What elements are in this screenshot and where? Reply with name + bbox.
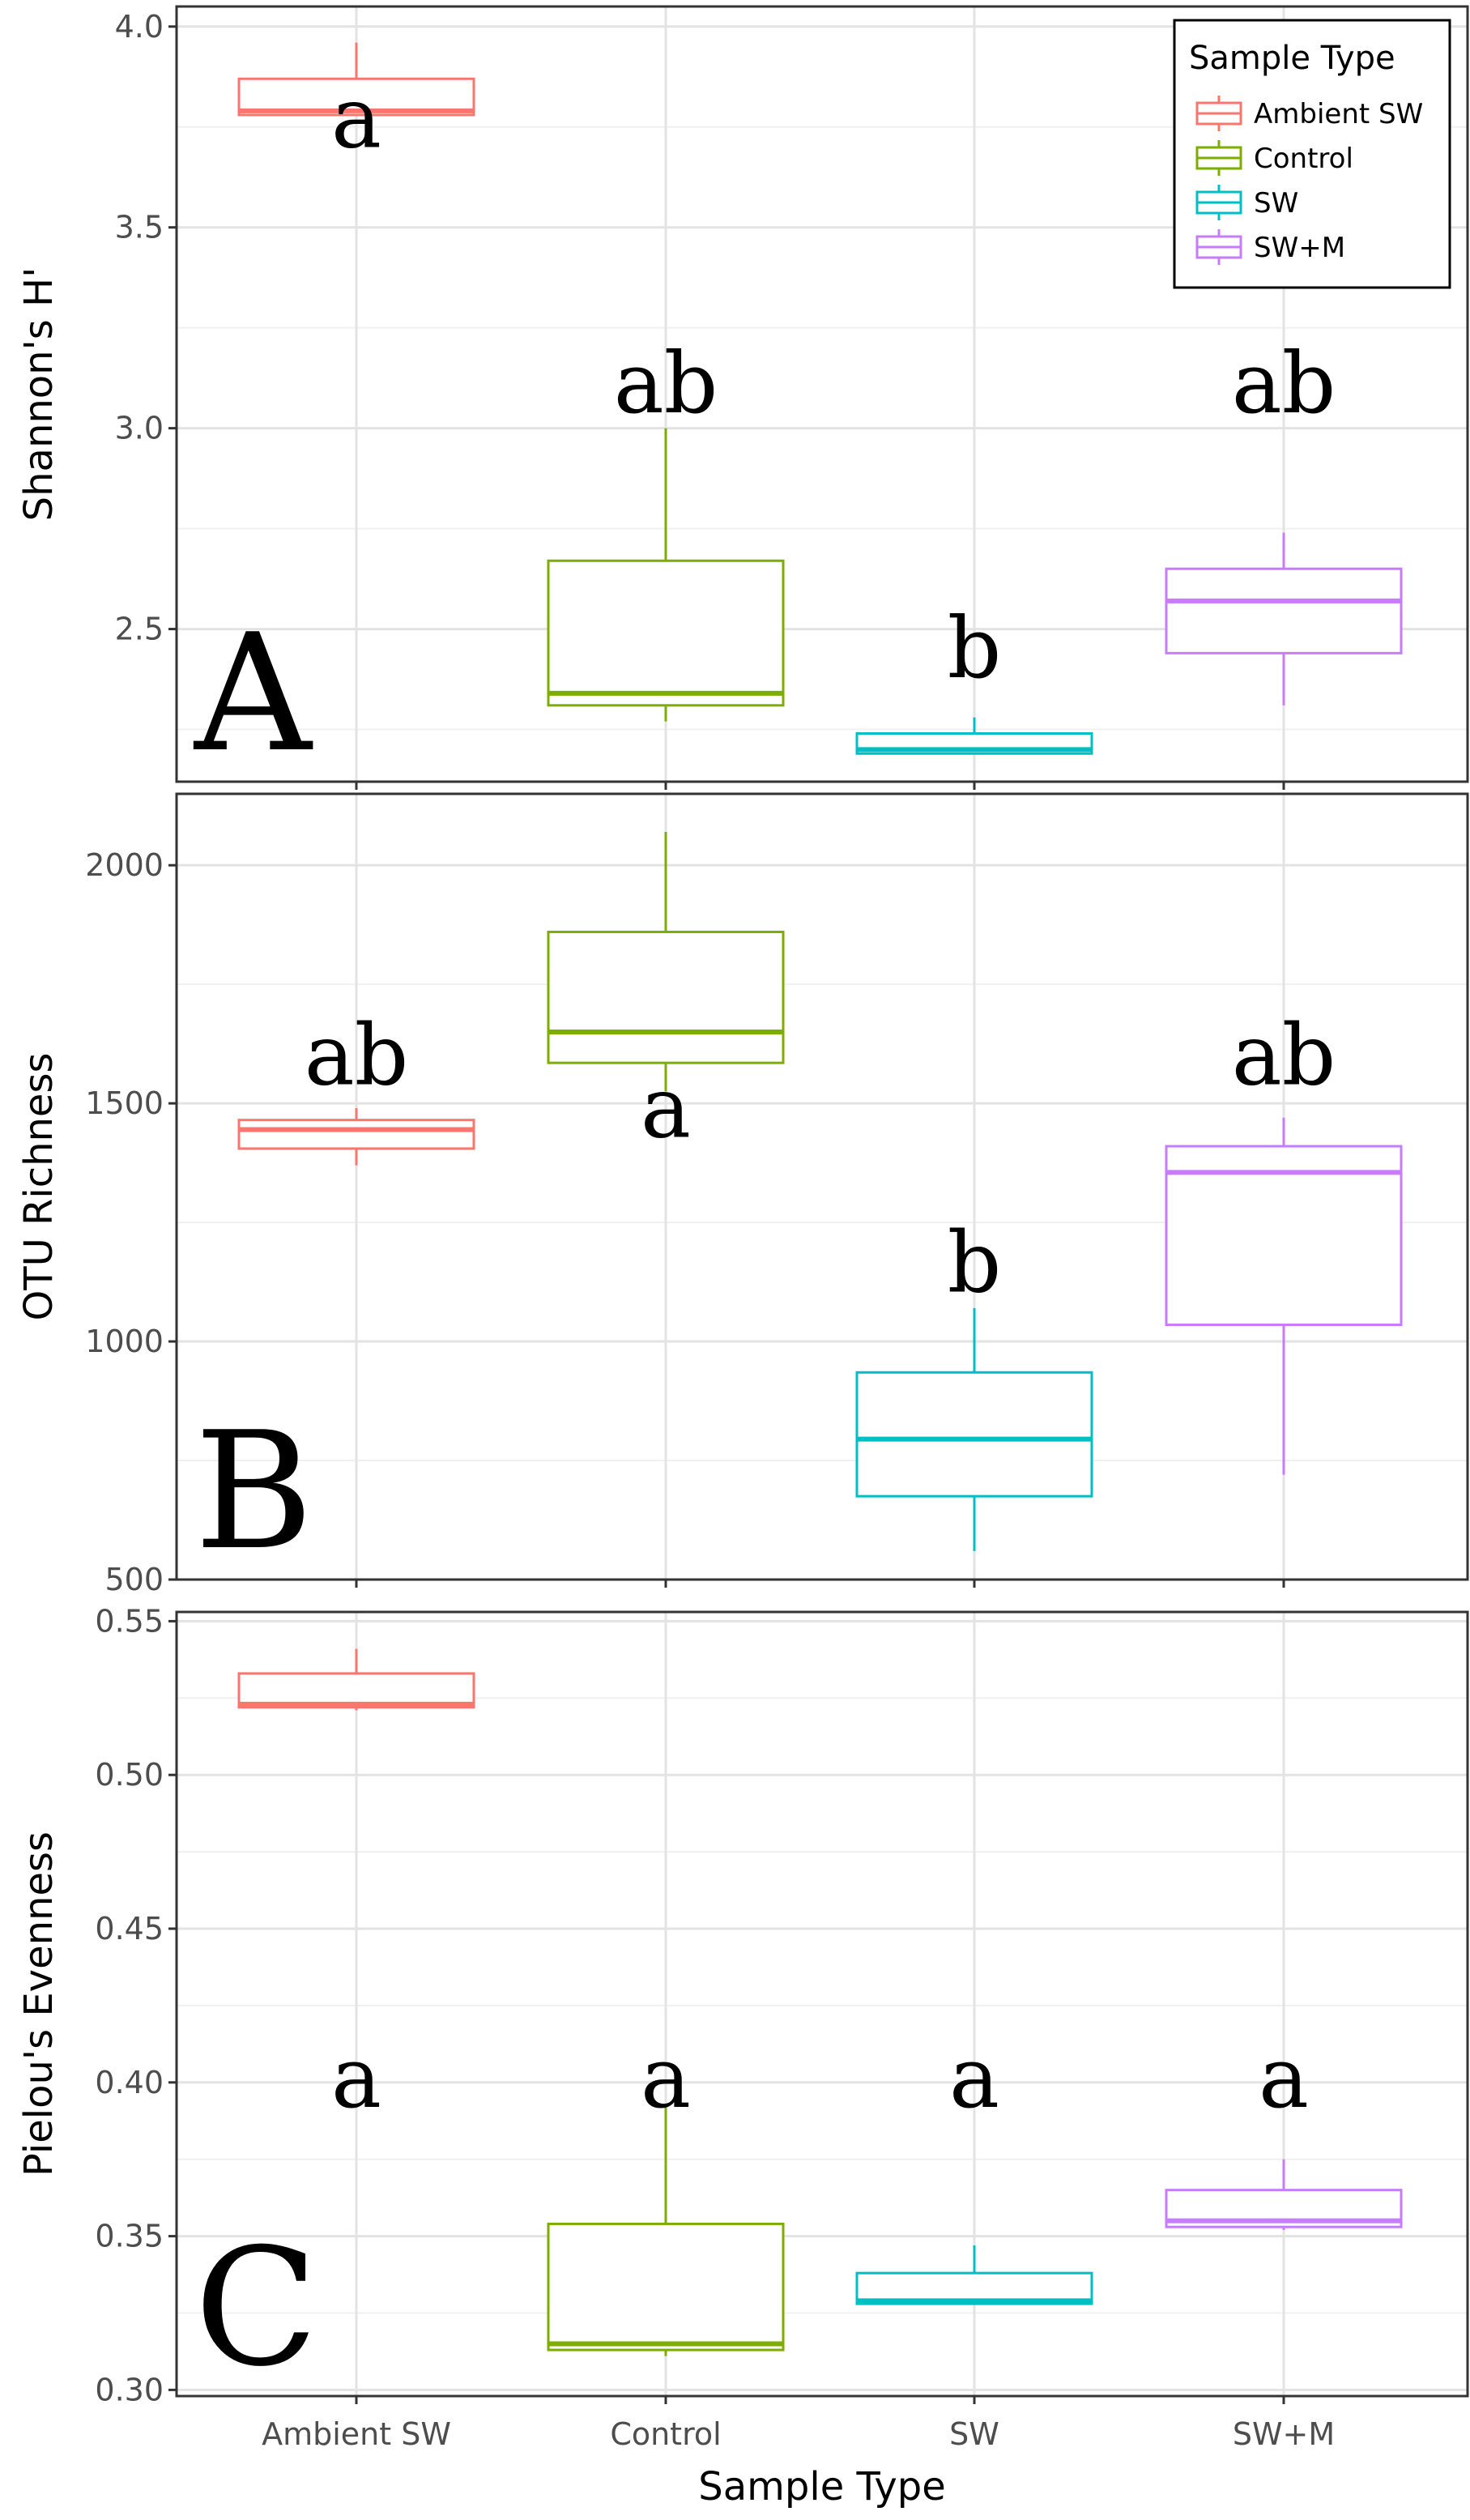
panel-border [175,792,1469,1581]
legend-title: Sample Type [1189,40,1395,77]
box-iqr [1165,1145,1403,1326]
box-sw-m [1165,1117,1403,1475]
y-axis-title: OTU Richness [16,1053,62,1321]
box-iqr [547,559,785,707]
box-ambient-sw [237,1108,475,1166]
legend-label: SW+M [1254,232,1345,264]
legend-key [1195,185,1242,220]
y-axis-title: Pielou's Evenness [16,1831,62,2177]
box-iqr [855,1371,1093,1498]
x-tick-label: Ambient SW [262,2416,451,2452]
significance-letter: b [948,599,1002,697]
legend-label: Control [1254,143,1353,175]
box-ambient-sw [237,42,475,117]
x-tick-label: Control [610,2416,721,2452]
y-tick-label: 3.5 [115,210,164,245]
y-tick-label: 2000 [85,847,164,883]
significance-letter: a [949,2028,999,2127]
box-sw [855,2245,1093,2305]
box-control [547,428,785,722]
significance-letter: ab [1232,1006,1336,1105]
significance-letter: a [331,2028,381,2127]
significance-letter: ab [614,334,718,433]
significance-letter: ab [1232,334,1336,433]
legend-key [1195,229,1242,265]
panel-label: C [194,2214,318,2403]
y-tick-label: 0.35 [95,2219,164,2254]
panel-border [175,1610,1469,2398]
box-control [547,2107,785,2356]
significance-letter: a [641,1058,691,1157]
x-tick-label: SW [949,2416,999,2452]
significance-letter: ab [305,1006,409,1105]
box-iqr [547,2222,785,2352]
x-tick-label: SW+M [1233,2416,1335,2452]
y-tick-label: 3.0 [115,411,164,446]
panel-border [175,5,1469,783]
y-tick-label: 0.50 [95,1757,164,1793]
legend-label: Ambient SW [1254,98,1423,130]
box-iqr [237,1119,475,1150]
box-iqr [237,1672,475,1709]
y-tick-label: 1000 [85,1324,164,1359]
panel-label: A [193,599,313,788]
box-sw [855,1307,1093,1551]
y-tick-label: 0.45 [95,1911,164,1946]
y-tick-label: 0.55 [95,1603,164,1639]
y-tick-label: 1500 [85,1085,164,1121]
panel-c: 0.30 0.35 0.40 0.45 0.50 0.55 Pielou's Evennes… [16,1603,1469,2407]
y-tick-label: 500 [104,1562,164,1597]
legend-label: SW [1254,187,1298,220]
box-sw [855,717,1093,755]
significance-letter: a [331,69,381,168]
y-axis-title: Shannon's H' [16,267,62,522]
box-sw-m [1165,2159,1403,2231]
box-sw-m [1165,532,1403,706]
box-ambient-sw [237,1648,475,1711]
box-iqr [1165,567,1403,655]
x-axis-title: Sample Type [698,2464,945,2509]
y-tick-label: 2.5 [115,612,164,647]
legend: Sample Type Ambient SW Control SW SW+M [1173,19,1451,289]
y-tick-label: 0.30 [95,2372,164,2407]
y-tick-label: 0.40 [95,2065,164,2100]
legend-key [1195,140,1242,176]
significance-letter: b [948,1213,1002,1311]
box-control [547,832,785,1092]
significance-letter: a [641,2028,691,2127]
legend-key [1195,96,1242,131]
panel-label: B [194,1397,313,1586]
y-tick-label: 4.0 [115,9,164,45]
significance-letter: a [1259,2028,1309,2127]
box-iqr [547,930,785,1064]
